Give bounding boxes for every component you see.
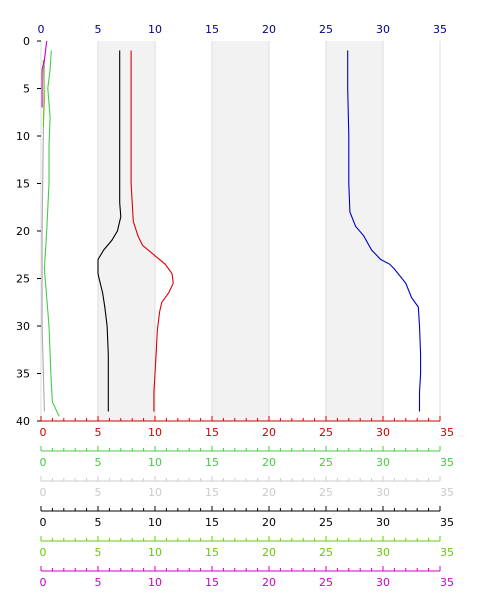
series-line	[347, 50, 422, 412]
top-axis-tick-label: 5	[95, 23, 102, 36]
top-axis-tick-label: 15	[205, 23, 219, 36]
series-line	[41, 40, 48, 108]
bottom-axis-tick-label: 35	[440, 456, 454, 469]
bottom-axis-tick-label: 5	[95, 546, 102, 559]
top-axis-tick-label: 30	[376, 23, 390, 36]
bottom-axis-tick-label: 30	[376, 426, 390, 439]
bottom-axis-tick-label: 35	[440, 426, 454, 439]
bottom-axis-tick-label: 5	[95, 576, 102, 589]
bottom-axis-tick-label: 10	[148, 426, 162, 439]
bottom-axis-tick-label: 0	[40, 546, 47, 559]
bottom-axis-tick-label: 5	[95, 426, 102, 439]
top-axis-tick-label: 0	[38, 23, 45, 36]
series-line	[43, 50, 60, 417]
series-line	[42, 59, 45, 127]
bottom-axis-tick-label: 25	[319, 576, 333, 589]
bottom-axis-tick-label: 15	[205, 546, 219, 559]
top-axis-tick-label: 25	[319, 23, 333, 36]
bottom-axis-tick-label: 0	[40, 426, 47, 439]
y-axis-tick-label: 15	[16, 178, 30, 191]
y-axis-tick-label: 30	[16, 320, 30, 333]
y-axis-tick-label: 25	[16, 273, 30, 286]
bottom-axis-tick-label: 25	[319, 516, 333, 529]
series-line	[97, 50, 122, 412]
bottom-axis-tick-label: 35	[440, 486, 454, 499]
bottom-axis-tick-label: 15	[205, 426, 219, 439]
bottom-axis-tick-label: 10	[148, 486, 162, 499]
bottom-axis-tick-label: 10	[148, 576, 162, 589]
bottom-axis-tick-label: 20	[262, 516, 276, 529]
bottom-axis-tick-label: 0	[40, 486, 47, 499]
bottom-axis-tick-label: 10	[148, 546, 162, 559]
bottom-axis-tick-label: 5	[95, 486, 102, 499]
shaded-band	[326, 41, 383, 421]
bottom-axis-tick-label: 20	[262, 486, 276, 499]
y-axis-tick-label: 35	[16, 368, 30, 381]
bottom-axis-tick-label: 30	[376, 456, 390, 469]
bottom-axis-tick-label: 15	[205, 516, 219, 529]
top-axis-tick-label: 20	[262, 23, 276, 36]
bottom-axis-tick-label: 0	[40, 516, 47, 529]
bottom-axis-tick-label: 35	[440, 546, 454, 559]
bottom-axis-tick-label: 30	[376, 576, 390, 589]
bottom-axis-tick-label: 5	[95, 516, 102, 529]
bottom-axis-tick-label: 10	[148, 516, 162, 529]
bottom-axis-tick-label: 25	[319, 426, 333, 439]
bottom-axis-tick-label: 15	[205, 456, 219, 469]
shaded-band	[98, 41, 155, 421]
bottom-axis-tick-label: 0	[40, 456, 47, 469]
y-axis-tick-label: 5	[23, 83, 30, 96]
top-axis-tick-label: 35	[433, 23, 447, 36]
top-axis-tick-label: 10	[148, 23, 162, 36]
bottom-axis-tick-label: 30	[376, 486, 390, 499]
series-line	[130, 50, 174, 412]
shaded-band	[212, 41, 269, 421]
bottom-axis-tick-label: 10	[148, 456, 162, 469]
bottom-axis-tick-label: 30	[376, 546, 390, 559]
bottom-axis-tick-label: 20	[262, 546, 276, 559]
bottom-axis-tick-label: 5	[95, 456, 102, 469]
y-axis-tick-label: 10	[16, 130, 30, 143]
bottom-axis-tick-label: 35	[440, 576, 454, 589]
bottom-axis-tick-label: 20	[262, 426, 276, 439]
bottom-axis-tick-label: 15	[205, 576, 219, 589]
bottom-axis-tick-label: 0	[40, 576, 47, 589]
bottom-axis-tick-label: 15	[205, 486, 219, 499]
y-axis-tick-label: 40	[16, 415, 30, 428]
bottom-axis-tick-label: 20	[262, 456, 276, 469]
bottom-axis-tick-label: 25	[319, 546, 333, 559]
bottom-axis-tick-label: 25	[319, 456, 333, 469]
y-axis-tick-label: 0	[23, 35, 30, 48]
bottom-axis-tick-label: 25	[319, 486, 333, 499]
bottom-axis-tick-label: 20	[262, 576, 276, 589]
bottom-axis-tick-label: 30	[376, 516, 390, 529]
bottom-axis-tick-label: 35	[440, 516, 454, 529]
y-axis-tick-label: 20	[16, 225, 30, 238]
